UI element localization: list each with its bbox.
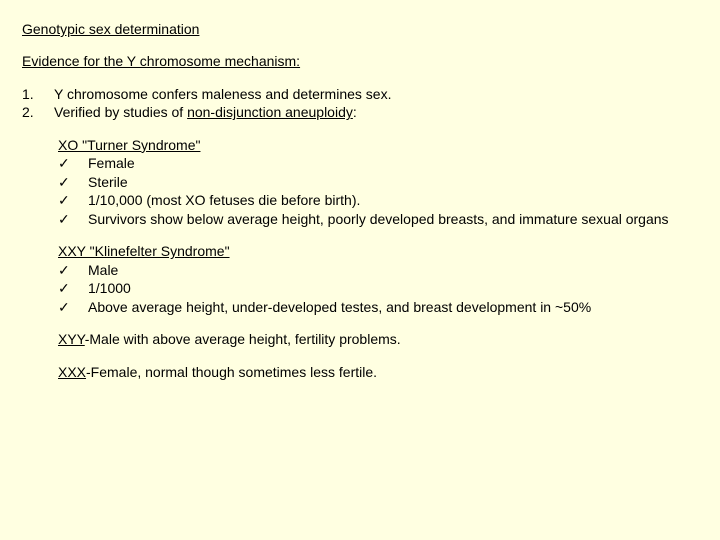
bullet-text: 1/1000 bbox=[88, 279, 698, 297]
slide-subtitle: Evidence for the Y chromosome mechanism: bbox=[22, 52, 698, 70]
list-number: 2. bbox=[22, 103, 54, 121]
bullet-row: ✓Male bbox=[58, 261, 698, 279]
bullet-row: ✓1/10,000 (most XO fetuses die before bi… bbox=[58, 191, 698, 209]
check-icon: ✓ bbox=[58, 298, 88, 316]
bullet-row: ✓1/1000 bbox=[58, 279, 698, 297]
syndrome-section: XYY-Male with above average height, fert… bbox=[58, 330, 698, 348]
list-text: Y chromosome confers maleness and determ… bbox=[54, 85, 391, 103]
list-text: Verified by studies of non-disjunction a… bbox=[54, 103, 357, 121]
check-icon: ✓ bbox=[58, 191, 88, 209]
slide-title: Genotypic sex determination bbox=[22, 20, 698, 38]
bullet-text: Survivors show below average height, poo… bbox=[88, 210, 698, 228]
list-number: 1. bbox=[22, 85, 54, 103]
bullet-text: 1/10,000 (most XO fetuses die before bir… bbox=[88, 191, 698, 209]
syndrome-heading: XXY "Klinefelter Syndrome" bbox=[58, 242, 698, 260]
bullet-text: Sterile bbox=[88, 173, 698, 191]
syndrome-section: XXX-Female, normal though sometimes less… bbox=[58, 363, 698, 381]
check-icon: ✓ bbox=[58, 261, 88, 279]
bullet-row: ✓Survivors show below average height, po… bbox=[58, 210, 698, 228]
check-icon: ✓ bbox=[58, 279, 88, 297]
check-icon: ✓ bbox=[58, 210, 88, 228]
syndrome-heading: XO "Turner Syndrome" bbox=[58, 136, 698, 154]
list-item: 1. Y chromosome confers maleness and det… bbox=[22, 85, 698, 103]
syndrome-heading: XYY-Male with above average height, fert… bbox=[58, 330, 698, 348]
evidence-list: 1. Y chromosome confers maleness and det… bbox=[22, 85, 698, 122]
check-icon: ✓ bbox=[58, 154, 88, 172]
syndrome-section: XO "Turner Syndrome" ✓Female ✓Sterile ✓1… bbox=[58, 136, 698, 228]
bullet-text: Female bbox=[88, 154, 698, 172]
syndrome-heading: XXX-Female, normal though sometimes less… bbox=[58, 363, 698, 381]
check-icon: ✓ bbox=[58, 173, 88, 191]
slide: Genotypic sex determination Evidence for… bbox=[0, 0, 720, 415]
bullet-text: Male bbox=[88, 261, 698, 279]
bullet-row: ✓Sterile bbox=[58, 173, 698, 191]
bullet-row: ✓Above average height, under-developed t… bbox=[58, 298, 698, 316]
bullet-text: Above average height, under-developed te… bbox=[88, 298, 698, 316]
list-item: 2. Verified by studies of non-disjunctio… bbox=[22, 103, 698, 121]
syndrome-section: XXY "Klinefelter Syndrome" ✓Male ✓1/1000… bbox=[58, 242, 698, 316]
bullet-row: ✓Female bbox=[58, 154, 698, 172]
